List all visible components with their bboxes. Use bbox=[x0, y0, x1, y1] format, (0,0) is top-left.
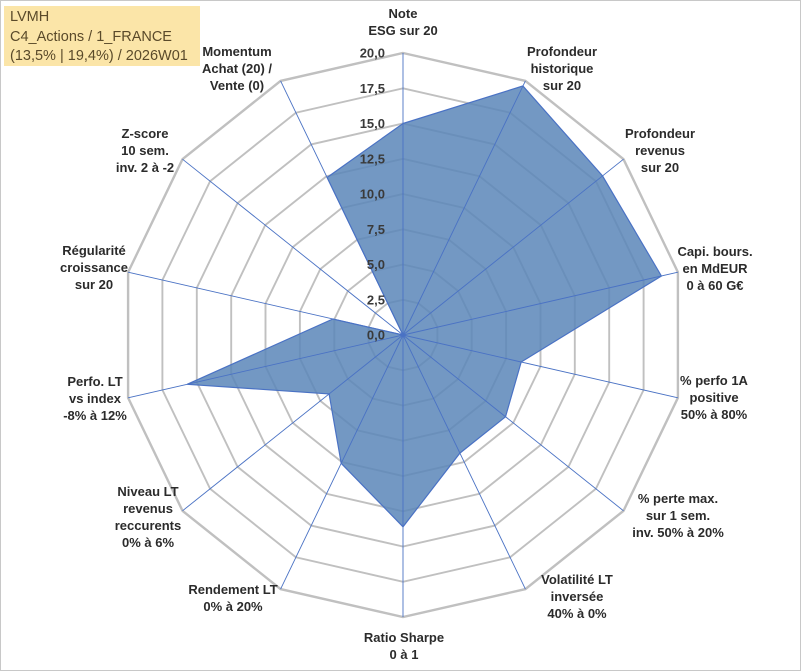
axis-spoke bbox=[402, 271, 679, 336]
tick-label: 2,5 bbox=[367, 292, 385, 307]
tick-label: 20,0 bbox=[360, 46, 385, 61]
series-area-lvmh bbox=[186, 85, 663, 528]
tick-label: 10,0 bbox=[360, 187, 385, 202]
tick-label: 7,5 bbox=[367, 222, 385, 237]
axis-spoke bbox=[402, 334, 624, 512]
tick-label: 17,5 bbox=[360, 81, 385, 96]
info-stats: (13,5% | 19,4%) / 2026W01 bbox=[10, 48, 188, 64]
axis-label: Capi. bours. en MdEUR 0 à 60 G€ bbox=[677, 244, 752, 293]
axis-label: Profondeur revenus sur 20 bbox=[625, 126, 695, 175]
axis-label: Volatilité LT inversée 40% à 0% bbox=[541, 572, 613, 621]
axis-spoke bbox=[280, 334, 404, 590]
axis-label: Rendement LT 0% à 20% bbox=[188, 582, 277, 614]
axis-spoke bbox=[402, 334, 679, 399]
axis-spoke bbox=[182, 334, 404, 512]
axis-label: Ratio Sharpe 0 à 1 bbox=[364, 630, 444, 662]
axis-spoke bbox=[402, 80, 526, 336]
tick-label: 0,0 bbox=[367, 328, 385, 343]
axis-spoke bbox=[182, 158, 404, 336]
axis-spoke bbox=[127, 271, 404, 336]
axis-label: Momentum Achat (20) / Vente (0) bbox=[202, 44, 272, 93]
tick-labels: 0,0 2,5 5,0 7,5 10,0 12,5 15,0 17,5 20,0 bbox=[360, 46, 385, 343]
tick-label: 15,0 bbox=[360, 116, 385, 131]
info-category: C4_Actions / 1_FRANCE bbox=[10, 28, 172, 45]
tick-label: 5,0 bbox=[367, 257, 385, 272]
axis-label: % perte max. sur 1 sem. inv. 50% à 20% bbox=[632, 491, 724, 540]
axis-spoke bbox=[280, 80, 404, 336]
info-box: LVMH C4_Actions / 1_FRANCE (13,5% | 19,4… bbox=[4, 6, 200, 66]
axis-spoke bbox=[402, 158, 624, 336]
info-ticker: LVMH bbox=[10, 9, 50, 25]
spoke-layer bbox=[127, 53, 679, 617]
axis-label: Niveau LT revenus reccurents 0% à 6% bbox=[115, 484, 181, 550]
area-layer bbox=[186, 85, 663, 528]
axis-label: Z-score 10 sem. inv. 2 à -2 bbox=[116, 126, 174, 175]
tick-label: 12,5 bbox=[360, 151, 385, 166]
axis-label: Perfo. LT vs index -8% à 12% bbox=[63, 374, 127, 423]
axis-label: Note ESG sur 20 bbox=[368, 6, 437, 38]
axis-label: Régularité croissance sur 20 bbox=[60, 243, 128, 292]
axis-spoke bbox=[402, 334, 526, 590]
axis-label: Profondeur historique sur 20 bbox=[527, 44, 597, 93]
axis-spoke bbox=[127, 334, 404, 399]
axis-labels: Note ESG sur 20 Profondeur historique sur 20… bbox=[60, 6, 753, 662]
axis-label: % perfo 1A positive 50% à 80% bbox=[680, 373, 749, 422]
